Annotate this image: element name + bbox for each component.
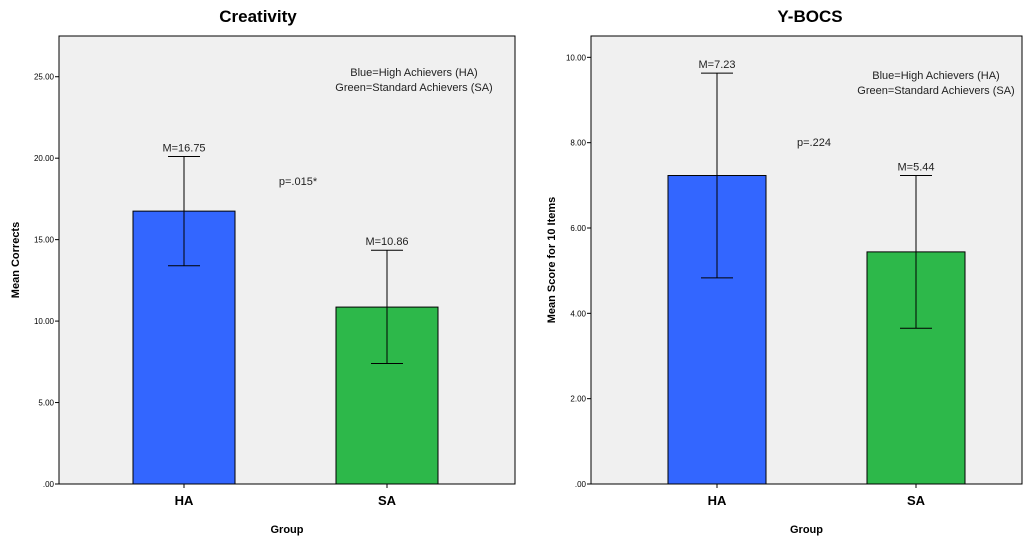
y-axis-title: Mean Score for 10 Items xyxy=(546,197,558,324)
y-tick-label: 15.00 xyxy=(34,236,55,245)
y-tick-label: 20.00 xyxy=(34,154,55,163)
legend-note-green: Green=Standard Achievers (SA) xyxy=(857,85,1014,97)
legend-note-green: Green=Standard Achievers (SA) xyxy=(335,82,492,94)
legend-note-blue: Blue=High Achievers (HA) xyxy=(350,67,477,79)
y-tick-label: 4.00 xyxy=(570,309,586,318)
y-tick-label: 5.00 xyxy=(38,399,54,408)
y-tick-label: 8.00 xyxy=(570,139,586,148)
chart-panel-2: .00 2.00 4.00 6.00 8.00 10.00 M=7.23 HA M=5.44 SA… xyxy=(546,7,1023,536)
x-axis-title: Group xyxy=(271,524,304,536)
value-label: M=7.23 xyxy=(699,59,736,71)
p-value-annotation: p=.015* xyxy=(279,176,318,188)
p-value-annotation: p=.224 xyxy=(797,137,831,149)
value-label: M=16.75 xyxy=(162,143,205,155)
y-tick-label: .00 xyxy=(575,480,587,489)
category-label: HA xyxy=(708,493,727,508)
category-label: SA xyxy=(907,493,926,508)
y-tick-label: 2.00 xyxy=(570,395,586,404)
plot-area xyxy=(58,35,516,485)
value-label: M=10.86 xyxy=(365,236,408,248)
y-tick-label: 10.00 xyxy=(566,53,587,62)
value-label: M=5.44 xyxy=(898,162,935,174)
y-tick-label: 25.00 xyxy=(34,73,55,82)
chart-title: Y-BOCS xyxy=(777,7,842,26)
y-tick-label: 10.00 xyxy=(34,317,55,326)
category-label: HA xyxy=(175,493,194,508)
category-label: SA xyxy=(378,493,397,508)
y-tick-label: .00 xyxy=(43,480,55,489)
legend-note-blue: Blue=High Achievers (HA) xyxy=(872,70,999,82)
y-axis-title: Mean Corrects xyxy=(10,222,22,298)
y-tick-label: 6.00 xyxy=(570,224,586,233)
chart-title: Creativity xyxy=(219,7,297,26)
chart-panel-1: .00 5.00 10.00 15.00 20.00 25.00 M=16.75 HA M=10… xyxy=(10,7,516,536)
x-axis-title: Group xyxy=(790,524,823,536)
